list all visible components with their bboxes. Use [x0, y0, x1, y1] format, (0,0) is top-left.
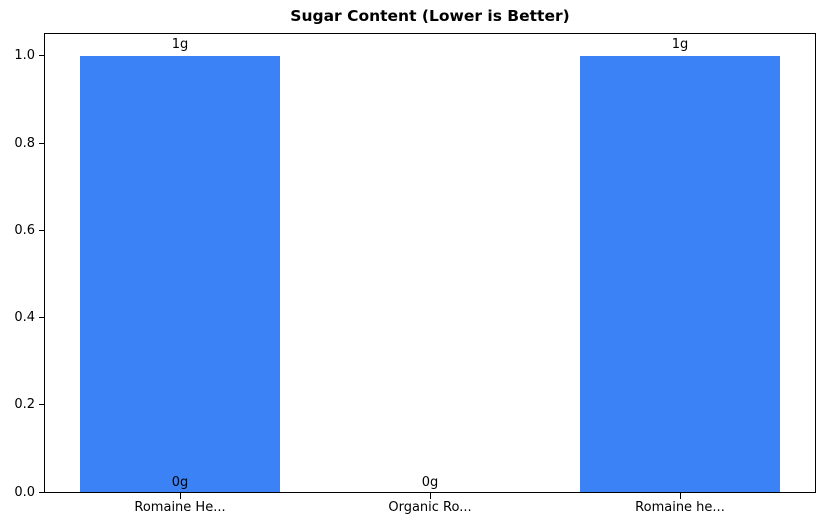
y-tick-label: 0.0 — [14, 484, 35, 500]
bar — [80, 55, 280, 492]
bar-value-label: 1g — [671, 36, 689, 52]
chart-title: Sugar Content (Lower is Better) — [290, 7, 570, 25]
x-tick-label: Romaine He... — [134, 500, 226, 515]
y-tick-label: 0.4 — [14, 310, 35, 326]
y-axis-tick — [39, 404, 45, 406]
y-axis-tick — [39, 491, 45, 493]
x-axis-tick — [679, 493, 681, 499]
bar-value-label: 0g — [421, 475, 439, 490]
x-tick-label: Romaine he... — [635, 500, 725, 515]
y-tick-label: 0.2 — [14, 397, 35, 413]
y-tick-label: 1.0 — [14, 48, 35, 64]
y-axis-tick — [39, 55, 45, 57]
plot-area: 0.0 0.2 0.4 0.6 0.8 1.0 Romaine He... Organic R… — [14, 33, 816, 515]
x-axis-tick — [429, 493, 431, 499]
y-axis-tick — [39, 229, 45, 231]
y-axis-tick — [39, 142, 45, 144]
y-tick-label: 0.8 — [14, 135, 35, 151]
x-axis-tick — [179, 493, 181, 499]
y-tick-label: 0.6 — [14, 222, 35, 238]
y-axis-tick — [39, 317, 45, 319]
bar-value-label: 1g — [171, 36, 189, 52]
x-tick-label: Organic Ro... — [388, 500, 472, 515]
bar — [580, 55, 780, 492]
bar-value-label: 0g — [171, 475, 189, 490]
